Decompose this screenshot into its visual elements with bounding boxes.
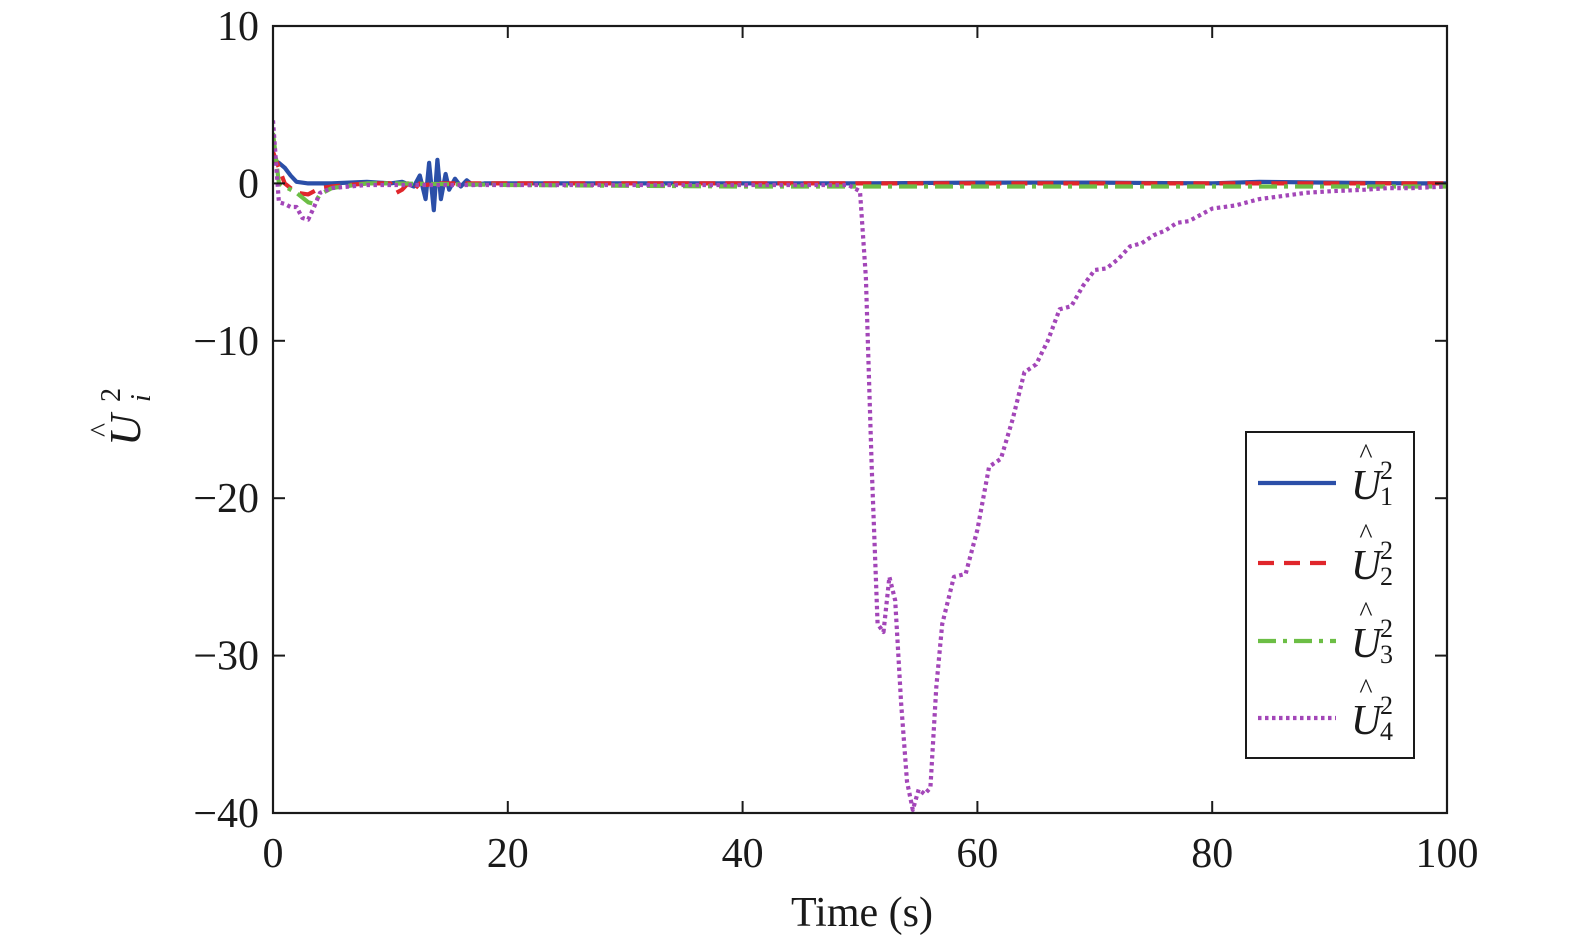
legend-hat: ^: [1359, 519, 1372, 550]
legend-entry-4: ^U24: [1258, 674, 1393, 746]
y-tick-label: 0: [238, 161, 259, 207]
legend-entry-3: ^U23: [1258, 597, 1393, 669]
y-axis-label-sup: 2: [96, 388, 127, 402]
series-line-4: [273, 120, 1447, 812]
legend-label-sub: 4: [1380, 717, 1393, 746]
legend-label-base: U: [1351, 543, 1384, 589]
legend-label-sup: 2: [1380, 456, 1393, 485]
legend-label-sub: 3: [1380, 640, 1393, 669]
y-tick-label: −40: [193, 791, 259, 837]
x-tick-label: 40: [722, 831, 764, 877]
y-tick-label: −30: [193, 634, 259, 680]
x-tick-label: 60: [956, 831, 998, 877]
legend-entries: ^U21^U22^U23^U24: [1258, 439, 1393, 746]
legend-label-base: U: [1351, 621, 1384, 667]
legend-label-sup: 2: [1380, 691, 1393, 720]
legend-hat: ^: [1359, 674, 1372, 705]
legend-label-sup: 2: [1380, 536, 1393, 565]
x-tick-label: 0: [263, 831, 284, 877]
y-axis-label-base: U: [101, 411, 150, 446]
legend-entry-2: ^U22: [1258, 519, 1393, 591]
legend-label-sup: 2: [1380, 614, 1393, 643]
legend-box: [1245, 431, 1415, 759]
series-layer: [273, 120, 1447, 812]
y-axis-label-sub: i: [126, 394, 157, 402]
x-tick-label: 100: [1416, 831, 1479, 877]
y-tick-label: 10: [217, 4, 259, 50]
legend-label-base: U: [1351, 698, 1384, 744]
x-tick-label: 20: [487, 831, 529, 877]
legend-label-sub: 1: [1380, 482, 1393, 511]
y-axis-label: U ^ 2 i: [84, 388, 157, 446]
plot-frame: [271, 24, 1449, 815]
legend: ^U21^U22^U23^U24: [1245, 431, 1415, 759]
legend-label-base: U: [1351, 463, 1384, 509]
x-axis-label: Time (s): [791, 890, 933, 936]
legend-entry-1: ^U21: [1258, 439, 1393, 511]
y-axis-label-hat: ^: [84, 423, 117, 437]
legend-hat: ^: [1359, 597, 1372, 628]
x-tick-label: 80: [1191, 831, 1233, 877]
y-tick-label: −10: [193, 319, 259, 365]
y-tick-label: −20: [193, 476, 259, 522]
legend-label-sub: 2: [1380, 562, 1393, 591]
legend-hat: ^: [1359, 439, 1372, 470]
